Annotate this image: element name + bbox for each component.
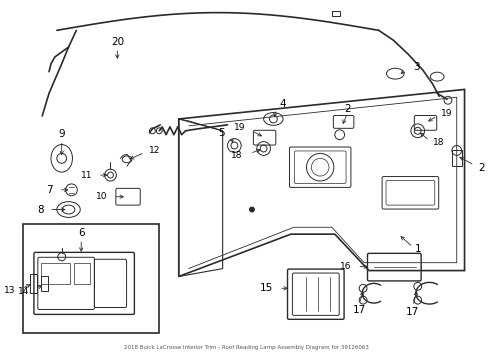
Bar: [74, 263, 90, 284]
Bar: [451, 150, 461, 166]
Text: 10: 10: [96, 192, 107, 201]
Text: 17: 17: [352, 305, 365, 315]
Text: 4: 4: [279, 99, 285, 109]
Text: 20: 20: [110, 37, 123, 47]
Text: 9: 9: [58, 129, 65, 139]
Text: 3: 3: [412, 62, 419, 72]
Bar: [29, 274, 37, 293]
Bar: [41, 263, 70, 284]
Text: 19: 19: [440, 109, 452, 118]
Bar: [41, 276, 48, 291]
Text: 2018 Buick LaCrosse Interior Trim - Roof Reading Lamp Assembly Diagram for 39126: 2018 Buick LaCrosse Interior Trim - Roof…: [123, 345, 368, 350]
Text: 14: 14: [18, 287, 29, 296]
Text: 18: 18: [432, 138, 444, 147]
Text: 5: 5: [218, 128, 224, 138]
Text: 19: 19: [233, 123, 244, 132]
Text: 16: 16: [339, 262, 351, 271]
Text: 1: 1: [413, 244, 420, 254]
Text: 15: 15: [260, 283, 273, 293]
Text: 8: 8: [38, 204, 44, 215]
Text: 12: 12: [148, 146, 160, 155]
Text: 2: 2: [477, 163, 484, 173]
Text: 11: 11: [81, 171, 92, 180]
Text: 6: 6: [78, 228, 84, 238]
Circle shape: [249, 207, 254, 212]
Text: 18: 18: [230, 151, 242, 160]
Bar: [22, 224, 159, 333]
Text: 2: 2: [344, 104, 350, 114]
Text: 17: 17: [406, 307, 419, 317]
Text: 13: 13: [4, 286, 16, 295]
Bar: [331, 11, 339, 15]
Text: 7: 7: [46, 185, 53, 195]
